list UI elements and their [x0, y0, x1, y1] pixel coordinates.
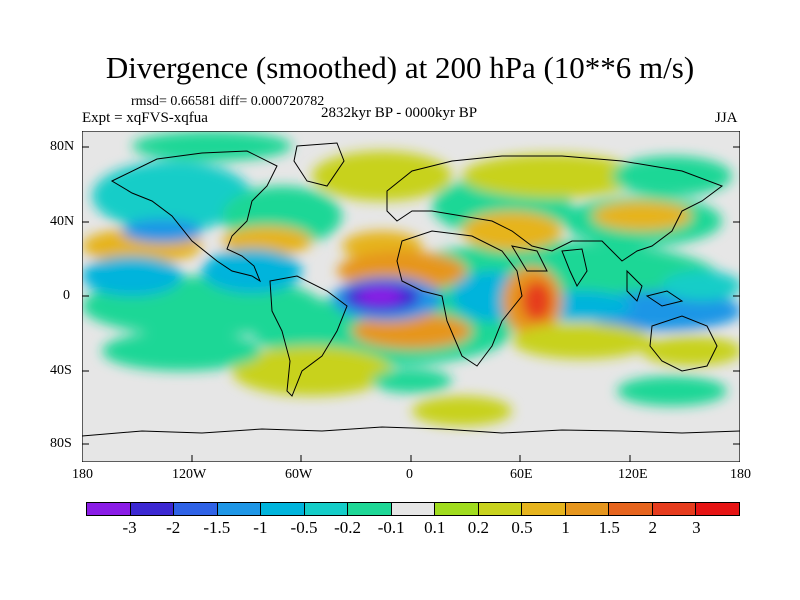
colorbar-level-label: 1 [561, 518, 570, 537]
colorbar-level-label: -0.2 [334, 518, 362, 537]
colorbar-swatch [608, 503, 652, 515]
colorbar-swatch [521, 503, 565, 515]
colorbar-level-label: -1 [253, 518, 268, 537]
colorbar-swatch [129, 503, 174, 515]
lon-label-60w: 60W [285, 467, 313, 482]
stats-line: rmsd= 0.66581 diff= 0.000720782 [131, 94, 325, 109]
colorbar-swatch [347, 503, 391, 515]
colorbar-swatch [564, 503, 609, 515]
divergence-map [82, 131, 740, 462]
lat-label-0: 0 [63, 288, 70, 303]
lat-label-40s: 40S [50, 363, 72, 378]
chart-title: Divergence (smoothed) at 200 hPa (10**6 … [105, 50, 695, 85]
colorbar-level-label: -3 [122, 518, 137, 537]
season-label: JJA [715, 110, 738, 126]
colorbar-level-label: 3 [692, 518, 701, 537]
colorbar-level-label: -0.1 [377, 518, 405, 537]
lon-label-120e: 120E [618, 467, 648, 482]
colorbar-swatch [87, 503, 130, 515]
colorbar-swatch [477, 503, 522, 515]
colorbar-swatch [303, 503, 348, 515]
colorbar-swatch [651, 503, 696, 515]
colorbar-level-label: 0.1 [424, 518, 446, 537]
colorbar-level-label: 0.2 [467, 518, 490, 537]
colorbar-labels: -3 -2 -1.5 -1 -0.5 -0.2 -0.1 0.1 0.2 0.5 1 1.5 2 3 [0, 518, 800, 540]
lon-label-60e: 60E [510, 467, 533, 482]
divergence-field [82, 131, 740, 426]
lon-label-0: 0 [406, 467, 413, 482]
colorbar-swatch [695, 503, 739, 515]
colorbar-swatch [216, 503, 261, 515]
colorbar-level-label: -2 [166, 518, 181, 537]
lat-label-80n: 80N [50, 139, 75, 154]
colorbar-swatch [173, 503, 217, 515]
lat-label-40n: 40N [50, 214, 75, 229]
colorbar-level-label: -0.5 [290, 518, 318, 537]
period-label: 2832kyr BP - 0000kyr BP [321, 105, 478, 121]
lon-label-180e: 180 [730, 467, 751, 482]
colorbar-level-label: 1.5 [598, 518, 620, 537]
colorbar [86, 502, 740, 516]
colorbar-level-label: -1.5 [203, 518, 231, 537]
colorbar-swatch [260, 503, 304, 515]
lat-label-80s: 80S [50, 436, 72, 451]
coastlines [82, 142, 740, 437]
lon-label-180w: 180 [72, 467, 93, 482]
lon-label-120w: 120W [172, 467, 207, 482]
experiment-label: Expt = xqFVS-xqfua [82, 110, 208, 126]
colorbar-swatch [434, 503, 478, 515]
colorbar-swatch [390, 503, 435, 515]
colorbar-level-label: 2 [648, 518, 658, 537]
colorbar-level-label: 0.5 [511, 518, 533, 537]
